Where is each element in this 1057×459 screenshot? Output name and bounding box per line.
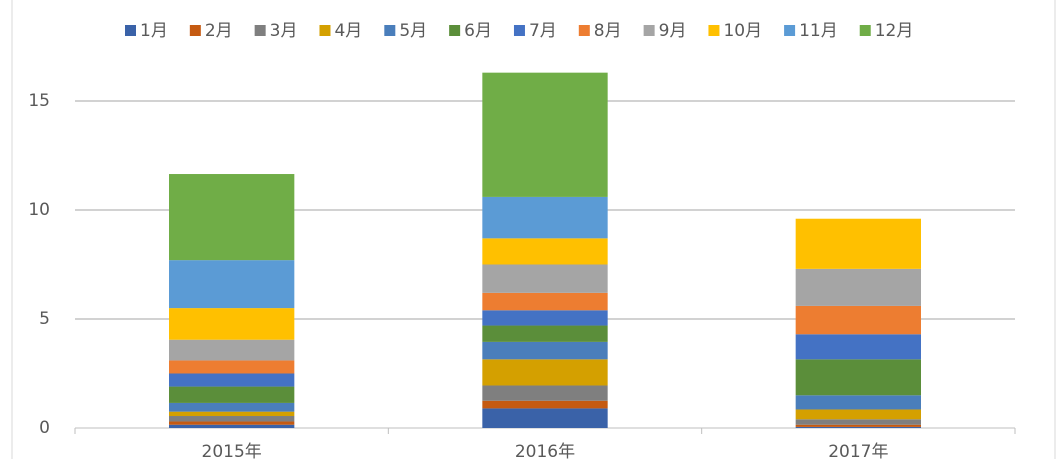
bar-segment: [169, 402, 295, 412]
legend-label: 2月: [205, 21, 233, 41]
bar-segment: [169, 174, 295, 261]
legend-label: 4月: [334, 21, 362, 41]
legend-label: 3月: [270, 21, 298, 41]
legend-swatch: [384, 25, 396, 36]
legend-label: 6月: [464, 21, 492, 41]
legend-label: 11月: [799, 21, 838, 41]
legend-swatch: [513, 25, 525, 36]
legend-label: 10月: [723, 21, 762, 41]
bar-segment: [482, 385, 608, 401]
bar-segment: [482, 292, 608, 311]
legend-swatch: [319, 25, 331, 36]
legend-swatch: [254, 25, 266, 36]
bar-segment: [482, 72, 608, 197]
bar-segment: [169, 260, 295, 309]
legend-swatch: [784, 25, 796, 36]
bar-segment: [169, 421, 295, 425]
y-tick-label: 5: [39, 309, 50, 329]
bar-segment: [795, 419, 921, 425]
bar-segment: [169, 386, 295, 403]
bar-segment: [169, 424, 295, 428]
bar-segment: [795, 426, 921, 428]
bar-segment: [795, 268, 921, 306]
legend-swatch: [708, 25, 720, 36]
legend-label: 8月: [594, 21, 622, 41]
bar-segment: [795, 218, 921, 269]
bar-segment: [795, 424, 921, 427]
bar-segment: [169, 360, 295, 374]
legend-label: 9月: [659, 21, 687, 41]
bar-segment: [795, 409, 921, 420]
legend-swatch: [449, 25, 461, 36]
bar-segment: [169, 411, 295, 417]
bar-segment: [169, 373, 295, 387]
bar-segment: [795, 305, 921, 335]
bar-segment: [482, 408, 608, 428]
legend-swatch: [189, 25, 201, 36]
bar-segment: [169, 308, 295, 340]
legend-label: 1月: [140, 21, 168, 41]
bar-segment: [482, 341, 608, 360]
y-tick-label: 15: [28, 91, 50, 111]
bar-segment: [795, 334, 921, 360]
bar-segment: [482, 310, 608, 326]
x-tick-label: 2016年: [515, 442, 575, 459]
x-tick-label: 2015年: [202, 442, 262, 459]
bar-segment: [482, 238, 608, 265]
legend-swatch: [125, 25, 136, 36]
y-tick-label: 0: [39, 418, 50, 438]
y-tick-label: 10: [28, 200, 50, 220]
bar-segment: [482, 400, 608, 409]
chart-frame: [11, 0, 1056, 459]
legend-label: 12月: [875, 21, 914, 41]
bar-segment: [169, 339, 295, 361]
x-tick-label: 2017年: [828, 442, 888, 459]
bar-segment: [482, 196, 608, 239]
bar-segment: [482, 264, 608, 293]
legend-swatch: [578, 25, 590, 36]
legend-label: 5月: [399, 21, 427, 41]
bar-segment: [795, 359, 921, 396]
bar-segment: [169, 416, 295, 422]
legend-label: 7月: [529, 21, 557, 41]
bar-segment: [795, 395, 921, 410]
legend-swatch: [643, 25, 655, 36]
bar-segment: [482, 359, 608, 386]
legend-swatch: [859, 25, 871, 36]
bar-segment: [482, 325, 608, 342]
